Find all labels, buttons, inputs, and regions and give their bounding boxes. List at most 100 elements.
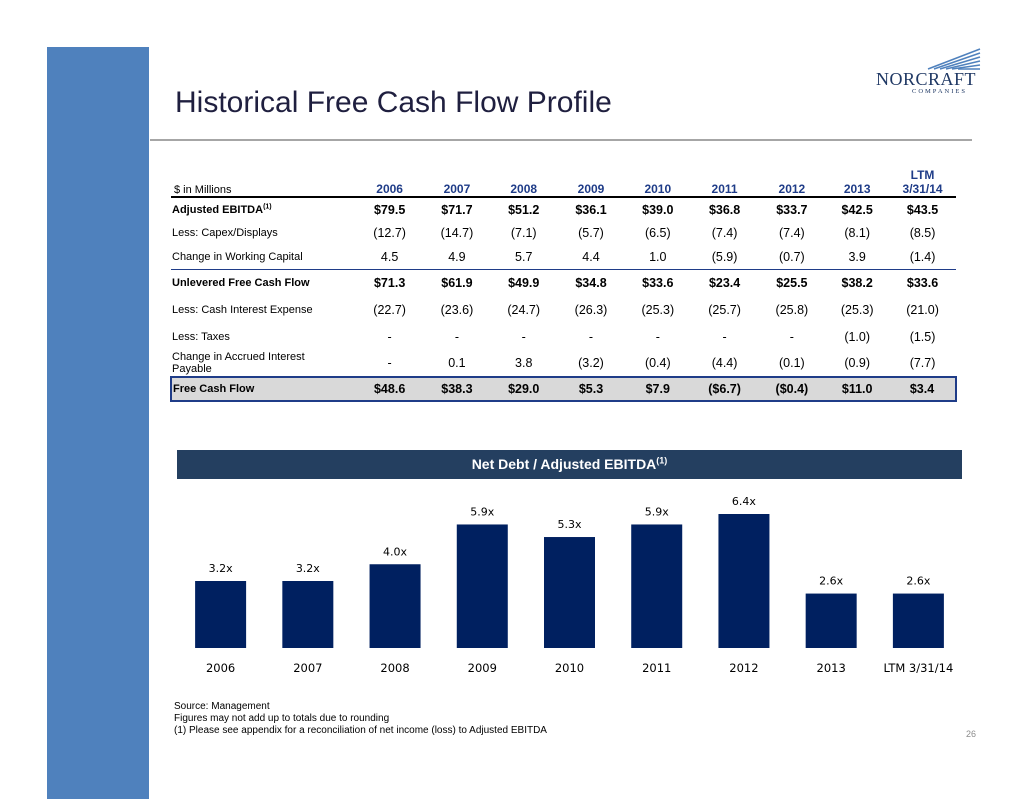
table-cell: - — [655, 329, 660, 344]
logo-subtitle: COMPANIES — [912, 88, 967, 95]
table-cell: (8.5) — [909, 226, 936, 240]
table-cell: 0.1 — [448, 356, 466, 370]
x-tick-label: 2008 — [380, 661, 409, 675]
page-title: Historical Free Cash Flow Profile — [175, 86, 612, 119]
table-header-row: $ in Millions 2006 2007 2008 2009 2010 2… — [171, 162, 956, 198]
table-cell: $25.5 — [776, 275, 808, 290]
page-number: 26 — [966, 729, 977, 739]
table-cell: (22.7) — [373, 302, 406, 317]
table-cell: - — [588, 329, 594, 344]
norcraft-logo: NORCRAFT COMPANIES — [868, 47, 982, 99]
table-cell: (5.7) — [578, 226, 604, 240]
row-label: Less: Taxes — [171, 323, 356, 350]
table-cell: (0.7) — [758, 245, 826, 270]
row-label-text: Less: Capex/Displays — [172, 227, 278, 239]
table-cell: (0.4) — [644, 356, 671, 370]
row-label: Adjusted EBITDA(1) — [171, 197, 356, 221]
unit-label: $ in Millions — [171, 162, 356, 198]
table-cell: - — [521, 329, 526, 344]
left-accent-bar — [47, 47, 149, 799]
ltm-label: LTM — [910, 168, 935, 182]
table-cell: $71.3 — [373, 275, 406, 290]
x-tick-label: LTM 3/31/14 — [884, 661, 954, 675]
row-label-text: Unlevered Free Cash Flow — [172, 276, 310, 289]
table-cell: 4.9 — [423, 245, 491, 270]
bar-value-label: 2.6x — [906, 575, 930, 588]
table-cell: (14.7) — [440, 226, 474, 240]
table-cell: $39.0 — [642, 202, 674, 217]
table-cell: (25.7) — [708, 302, 741, 317]
x-tick-label: 2007 — [293, 661, 322, 675]
table-cell: $71.7 — [441, 202, 473, 217]
col-header: 2007 — [423, 162, 491, 198]
table-cell: 1.0 — [624, 245, 691, 270]
row-label-line1: Change in Accrued Interest — [172, 351, 305, 363]
row-label: Less: Capex/Displays — [171, 221, 356, 245]
table-cell: $33.7 — [776, 202, 808, 217]
row-label-text: Free Cash Flow — [173, 383, 255, 395]
row-label: Less: Cash Interest Expense — [171, 296, 356, 323]
title-divider — [150, 139, 972, 141]
table-cell: (7.4) — [711, 226, 738, 240]
row-label-line2: Payable — [172, 363, 212, 375]
x-tick-label: 2010 — [555, 661, 584, 675]
table-cell: $36.8 — [708, 202, 741, 217]
table-cell: $38.3 — [423, 376, 491, 402]
table-cell: - — [789, 329, 794, 344]
table-cell: (25.8) — [775, 302, 809, 317]
row-label: Change in Working Capital — [171, 245, 356, 270]
table-cell: (0.1) — [779, 356, 805, 370]
col-header: 2010 — [624, 162, 691, 198]
table-cell: $33.6 — [642, 275, 674, 290]
bar-value-label: 2.6x — [819, 575, 843, 588]
row-label-text: Less: Taxes — [172, 330, 230, 343]
table-cell: (21.0) — [906, 302, 939, 317]
x-tick-label: 2009 — [468, 661, 497, 675]
bar-value-label: 5.3x — [557, 518, 581, 531]
table-cell: (3.2) — [578, 356, 604, 370]
table-cell: (8.1) — [844, 226, 871, 240]
table-cell: ($6.7) — [690, 376, 759, 402]
cash-flow-table: $ in Millions 2006 2007 2008 2009 2010 2… — [170, 162, 957, 402]
row-capex: Less: Capex/Displays (12.7) (14.7) (7.1) (5.… — [171, 221, 956, 245]
x-tick-label: 2006 — [206, 661, 235, 675]
col-header: 2011 — [690, 162, 759, 198]
table-cell: $5.3 — [557, 376, 625, 402]
table-cell: $33.6 — [906, 275, 939, 290]
bar-value-label: 5.9x — [645, 505, 669, 518]
bar-value-label: 5.9x — [470, 505, 494, 518]
bar-4 — [544, 537, 595, 648]
table-cell: $3.4 — [889, 376, 957, 402]
x-tick-label: 2012 — [729, 661, 758, 675]
row-label-text: Adjusted EBITDA — [172, 203, 264, 216]
bar-0 — [195, 581, 247, 648]
bar-3 — [456, 524, 508, 648]
table-cell: $79.5 — [373, 202, 406, 217]
table-cell: 4.4 — [557, 245, 625, 270]
table-cell: (7.4) — [779, 226, 805, 240]
table-cell: $42.5 — [841, 202, 873, 217]
table-cell: (26.3) — [574, 302, 608, 317]
table-cell: 4.5 — [355, 245, 424, 270]
col-header: 2009 — [557, 162, 625, 198]
table-cell: $11.0 — [825, 376, 890, 402]
table-cell: ($0.4) — [758, 376, 826, 402]
table-cell: - — [454, 329, 459, 344]
table-cell: 3.9 — [825, 245, 890, 270]
table-cell: $61.9 — [441, 275, 473, 290]
row-interest: Less: Cash Interest Expense (22.7) (23.6) (… — [171, 296, 956, 323]
table-cell: (4.4) — [711, 356, 738, 370]
table-cell: (25.3) — [840, 302, 874, 317]
source-note: Source: Management — [174, 701, 270, 712]
row-label-text: Less: Cash Interest Expense — [172, 303, 313, 316]
bar-1 — [282, 581, 334, 648]
table-cell: (5.9) — [690, 245, 759, 270]
bar-value-label: 4.0x — [383, 545, 407, 558]
table-cell: $7.9 — [624, 376, 691, 402]
col-header: 2008 — [490, 162, 558, 198]
table-cell: - — [387, 329, 392, 344]
logo-stripes-icon — [927, 48, 981, 70]
table-cell: $38.2 — [841, 275, 873, 290]
col-header: 2006 — [355, 162, 424, 198]
